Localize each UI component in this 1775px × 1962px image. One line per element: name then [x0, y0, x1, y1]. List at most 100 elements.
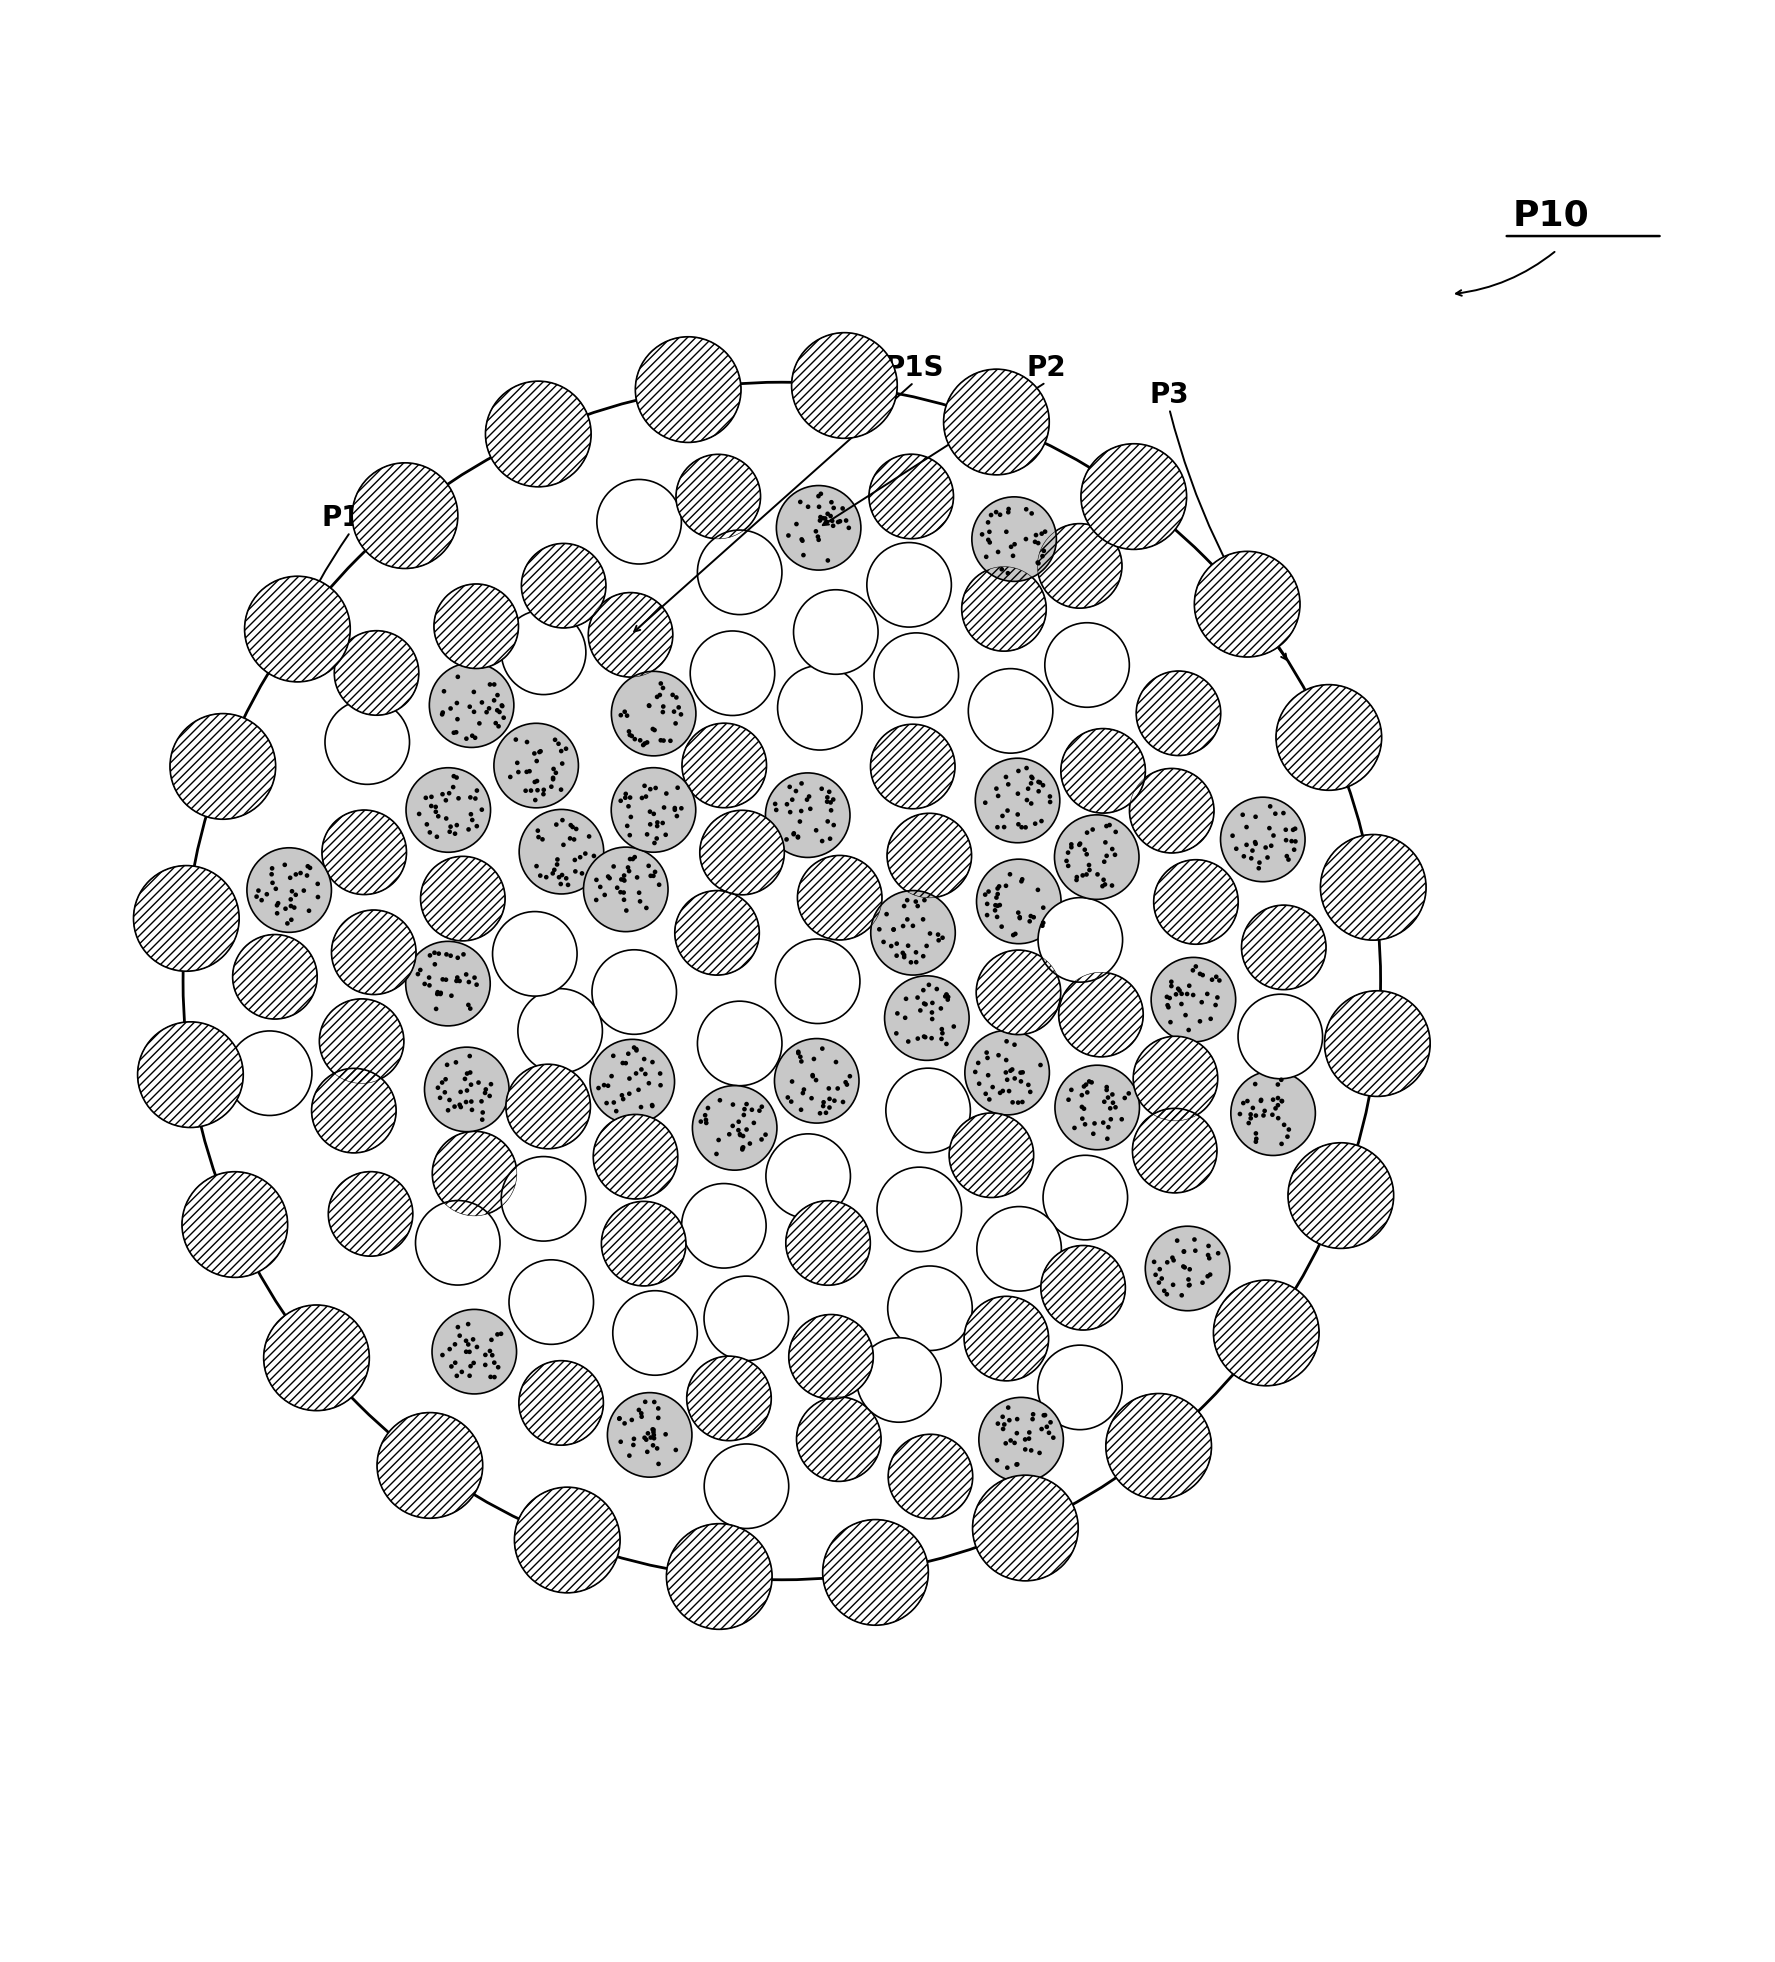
- Circle shape: [1276, 1116, 1280, 1120]
- Circle shape: [618, 712, 623, 718]
- Circle shape: [1008, 545, 1014, 549]
- Circle shape: [517, 769, 520, 775]
- Circle shape: [765, 773, 850, 857]
- Circle shape: [1187, 1283, 1191, 1287]
- Circle shape: [909, 959, 914, 965]
- Circle shape: [453, 1360, 458, 1366]
- Circle shape: [1012, 542, 1017, 547]
- Circle shape: [1241, 1101, 1246, 1105]
- Circle shape: [536, 828, 540, 834]
- Circle shape: [1014, 1462, 1019, 1468]
- Circle shape: [568, 822, 573, 828]
- Circle shape: [1031, 1413, 1035, 1417]
- Circle shape: [1079, 1105, 1085, 1109]
- Circle shape: [495, 1366, 501, 1369]
- Circle shape: [1028, 1089, 1033, 1095]
- Circle shape: [1042, 530, 1047, 534]
- Circle shape: [454, 700, 460, 704]
- Circle shape: [983, 893, 987, 897]
- Circle shape: [818, 492, 824, 496]
- Circle shape: [728, 1132, 731, 1136]
- Circle shape: [138, 1022, 243, 1128]
- Circle shape: [1200, 1001, 1203, 1005]
- Circle shape: [651, 728, 657, 732]
- Circle shape: [1271, 1112, 1274, 1116]
- Circle shape: [1086, 867, 1092, 873]
- Circle shape: [674, 785, 680, 791]
- Circle shape: [1269, 844, 1273, 848]
- Circle shape: [467, 1003, 470, 1007]
- Circle shape: [625, 714, 630, 718]
- Circle shape: [1003, 1440, 1008, 1446]
- Circle shape: [1253, 814, 1258, 818]
- Circle shape: [777, 665, 863, 749]
- Circle shape: [456, 675, 460, 679]
- Circle shape: [1047, 795, 1053, 799]
- Circle shape: [1246, 1120, 1251, 1126]
- Circle shape: [1035, 561, 1040, 565]
- Circle shape: [469, 1069, 472, 1075]
- Circle shape: [1193, 963, 1198, 969]
- Circle shape: [655, 836, 659, 842]
- Circle shape: [651, 873, 655, 879]
- Circle shape: [605, 875, 611, 879]
- Circle shape: [751, 1120, 756, 1124]
- Circle shape: [816, 538, 822, 542]
- Circle shape: [785, 802, 790, 806]
- Circle shape: [275, 903, 279, 908]
- Circle shape: [1079, 1093, 1085, 1097]
- Circle shape: [1058, 973, 1143, 1058]
- Circle shape: [921, 916, 925, 922]
- Circle shape: [1038, 897, 1122, 983]
- Circle shape: [447, 1346, 453, 1352]
- Circle shape: [534, 863, 540, 869]
- Circle shape: [946, 995, 950, 999]
- Circle shape: [1179, 1293, 1184, 1297]
- Circle shape: [801, 538, 804, 543]
- Circle shape: [792, 334, 896, 438]
- Circle shape: [495, 1332, 501, 1336]
- Circle shape: [1015, 769, 1021, 773]
- Circle shape: [1108, 1116, 1113, 1122]
- Circle shape: [676, 704, 682, 710]
- Circle shape: [495, 708, 499, 712]
- Circle shape: [930, 1010, 934, 1014]
- Circle shape: [870, 724, 955, 808]
- Circle shape: [472, 689, 476, 695]
- Circle shape: [580, 871, 584, 875]
- Circle shape: [1042, 549, 1045, 553]
- Circle shape: [1251, 1107, 1255, 1110]
- Circle shape: [793, 522, 799, 526]
- Circle shape: [934, 987, 939, 991]
- Circle shape: [822, 1521, 928, 1625]
- Circle shape: [1102, 883, 1108, 887]
- Circle shape: [433, 804, 438, 808]
- Circle shape: [802, 1087, 806, 1093]
- Circle shape: [1104, 824, 1109, 828]
- Circle shape: [492, 1360, 497, 1366]
- Circle shape: [1230, 834, 1235, 838]
- Circle shape: [1006, 783, 1010, 787]
- Circle shape: [646, 702, 651, 708]
- Circle shape: [492, 683, 497, 687]
- Circle shape: [651, 1432, 657, 1438]
- Circle shape: [538, 749, 543, 753]
- Circle shape: [690, 632, 774, 716]
- Circle shape: [462, 952, 465, 957]
- Circle shape: [442, 1091, 447, 1095]
- Circle shape: [818, 1110, 822, 1116]
- Circle shape: [674, 891, 760, 975]
- Circle shape: [453, 1105, 456, 1109]
- Circle shape: [1241, 853, 1246, 859]
- Circle shape: [424, 1048, 509, 1132]
- Circle shape: [1237, 995, 1322, 1079]
- Circle shape: [1028, 914, 1033, 918]
- Circle shape: [470, 1107, 474, 1112]
- Circle shape: [1136, 671, 1221, 755]
- Circle shape: [705, 1120, 708, 1126]
- Circle shape: [490, 1354, 495, 1358]
- Circle shape: [1184, 991, 1189, 997]
- Circle shape: [524, 789, 527, 793]
- Circle shape: [302, 889, 305, 893]
- Circle shape: [621, 873, 627, 877]
